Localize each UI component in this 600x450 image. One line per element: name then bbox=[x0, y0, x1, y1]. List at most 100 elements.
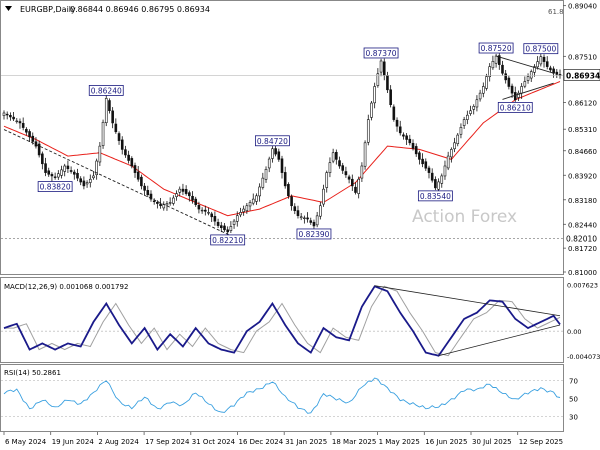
candle-body bbox=[82, 180, 86, 187]
candle-body bbox=[72, 171, 76, 175]
candle-body bbox=[149, 193, 153, 200]
candle-body bbox=[395, 119, 399, 127]
candle-body bbox=[430, 172, 434, 181]
candle-body bbox=[117, 133, 121, 141]
candle-body bbox=[322, 188, 325, 205]
candle-body bbox=[319, 205, 322, 217]
trendline bbox=[495, 55, 554, 74]
price-label: 0.82210 bbox=[212, 236, 243, 245]
candle-body bbox=[111, 110, 114, 124]
candle-body bbox=[513, 92, 517, 101]
candle-body bbox=[232, 220, 236, 225]
price-label-box bbox=[37, 181, 73, 192]
candle-body bbox=[382, 61, 386, 76]
candle-body bbox=[437, 181, 440, 190]
candle-body bbox=[373, 86, 376, 104]
candle-body bbox=[360, 165, 364, 179]
candle-body bbox=[549, 67, 552, 71]
price-label: 0.87370 bbox=[366, 49, 397, 58]
candle-body bbox=[411, 143, 415, 149]
candle-body bbox=[261, 177, 265, 188]
candle-body bbox=[207, 212, 210, 214]
candle-body bbox=[376, 73, 380, 86]
candle-body bbox=[485, 76, 488, 89]
x-tick-label: 12 Sep 2025 bbox=[519, 438, 563, 446]
candle-body bbox=[290, 196, 293, 207]
candle-body bbox=[47, 170, 51, 175]
candle-body bbox=[517, 92, 520, 98]
x-tick-label: 17 Sep 2024 bbox=[145, 438, 190, 446]
x-tick-label: 2 Aug 2024 bbox=[98, 438, 139, 446]
candle-body bbox=[523, 81, 527, 87]
candle-body bbox=[494, 55, 498, 64]
y-tick-label: 0.86120 bbox=[568, 99, 597, 107]
candle-body bbox=[194, 198, 198, 205]
candle-body bbox=[79, 178, 82, 183]
candle-body bbox=[53, 176, 57, 178]
candle-body bbox=[325, 172, 329, 188]
candle-body bbox=[114, 123, 118, 133]
candle-body bbox=[526, 76, 530, 81]
price-label: 0.86210 bbox=[500, 103, 531, 112]
macd-y-tick-label: -0.004073 bbox=[567, 353, 600, 361]
candle-body bbox=[338, 160, 341, 167]
candle-body bbox=[41, 153, 44, 165]
price-trendlines bbox=[3, 55, 554, 238]
candle-body bbox=[267, 158, 271, 169]
candle-body bbox=[219, 225, 223, 229]
candle-body bbox=[370, 102, 373, 118]
candle-body bbox=[315, 215, 319, 226]
candle-body bbox=[101, 121, 105, 146]
candle-body bbox=[175, 193, 178, 197]
candle-body bbox=[472, 106, 476, 110]
candle-body bbox=[120, 139, 124, 150]
corner-label: 61.8 bbox=[548, 8, 564, 16]
price-label-box bbox=[296, 228, 332, 240]
candle-body bbox=[152, 200, 156, 203]
candle-body bbox=[283, 172, 287, 187]
y-tick-label: 0.82440 bbox=[568, 221, 597, 229]
y-tick-label: 0.83180 bbox=[568, 197, 597, 205]
candle-body bbox=[478, 92, 482, 100]
candle-body bbox=[88, 178, 92, 183]
watermark: Action Forex bbox=[412, 207, 517, 227]
candle-body bbox=[76, 172, 79, 179]
candle-body bbox=[184, 189, 188, 194]
candle-body bbox=[341, 165, 345, 171]
x-tick-label: 16 Jun 2025 bbox=[425, 438, 467, 446]
candle-body bbox=[392, 106, 396, 120]
current-price-tag-bg bbox=[563, 69, 600, 81]
candle-body bbox=[197, 205, 201, 210]
candle-body bbox=[293, 206, 297, 212]
macd-trendline bbox=[438, 324, 561, 357]
candle-body bbox=[459, 127, 463, 135]
current-price-tag: 0.86934 bbox=[566, 71, 600, 80]
candle-body bbox=[440, 175, 444, 184]
date-axis: 6 May 2024 19 Jun 2024 2 Aug 2024 17 Sep 20… bbox=[3, 432, 563, 446]
candle-body bbox=[98, 145, 102, 163]
macd-y-tick-label: 0.007623 bbox=[567, 281, 598, 289]
candle-body bbox=[347, 176, 351, 180]
candle-body bbox=[2, 112, 6, 116]
trendline bbox=[502, 82, 554, 100]
candle-body bbox=[462, 119, 466, 126]
candle-body bbox=[127, 154, 130, 161]
candle-body bbox=[366, 119, 370, 143]
candle-body bbox=[552, 68, 555, 74]
candle-body bbox=[226, 229, 229, 233]
candle-body bbox=[328, 162, 332, 174]
support-tag: 0.82010 bbox=[566, 235, 597, 244]
candle-body bbox=[18, 121, 22, 124]
dropdown-triangle-icon[interactable] bbox=[5, 6, 12, 11]
candle-body bbox=[475, 99, 479, 108]
candle-body bbox=[405, 135, 408, 140]
price-label-box bbox=[478, 42, 514, 54]
macd-title: MACD(12,26,9) 0.001068 0.001792 bbox=[4, 283, 128, 291]
candle-body bbox=[389, 89, 392, 106]
y-tick-label: 0.81000 bbox=[568, 269, 597, 277]
x-tick-label: 6 May 2024 bbox=[5, 438, 47, 446]
candle-body bbox=[296, 210, 300, 216]
candle-body bbox=[104, 98, 108, 124]
candle-body bbox=[28, 131, 31, 138]
